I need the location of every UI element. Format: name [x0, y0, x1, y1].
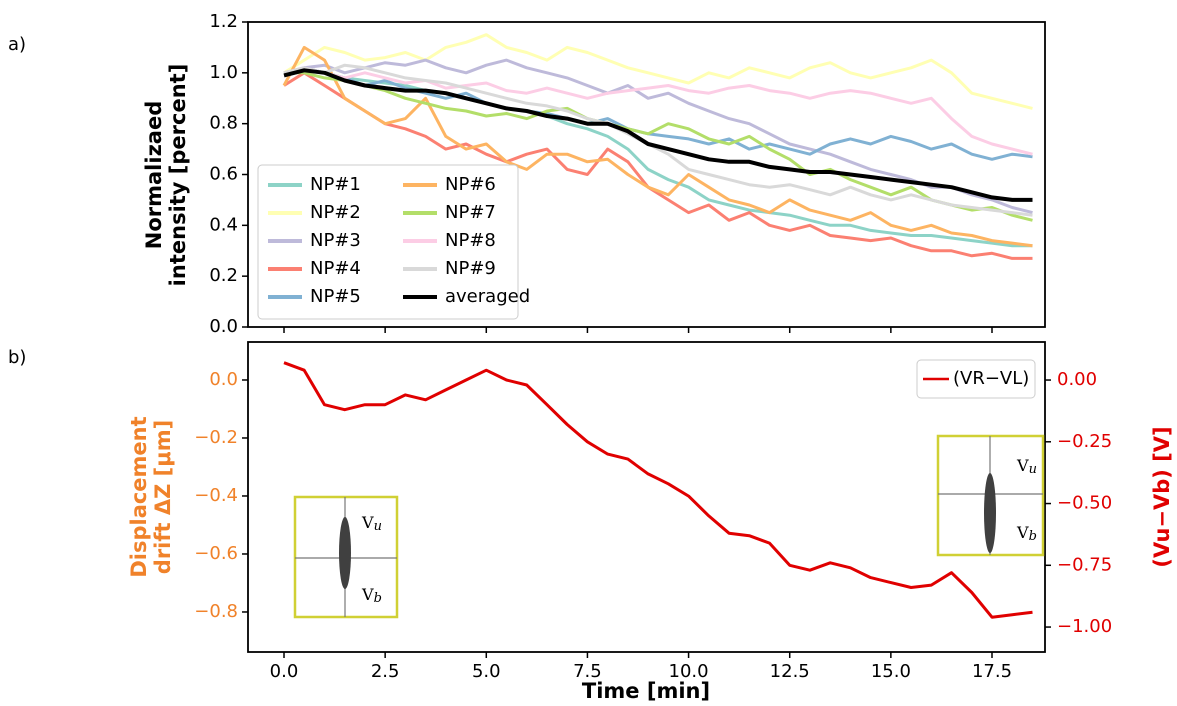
- y-axis-title-line: Displacement: [127, 416, 151, 577]
- legend-label: NP#5: [310, 286, 361, 307]
- legend-label: averaged: [445, 286, 530, 307]
- y2-tick-label: −0.50: [1057, 493, 1112, 514]
- y2-tick-label: −1.00: [1057, 616, 1112, 637]
- inset-label: Vb: [1016, 523, 1037, 544]
- legend-label: NP#4: [310, 258, 361, 279]
- legend-box: [257, 164, 519, 320]
- x-tick-label: 15.0: [871, 661, 911, 682]
- y2-tick-label: −0.25: [1057, 431, 1112, 452]
- x-tick-label: 12.5: [770, 661, 810, 682]
- y-tick-label: −0.6: [194, 543, 238, 564]
- y-axis-title-line: drift ΔZ [μm]: [151, 420, 175, 574]
- inset-spot: [984, 473, 996, 553]
- x-axis-title: Time [min]: [582, 679, 710, 703]
- legend-label: NP#7: [445, 202, 496, 223]
- inset-label: Vb: [361, 585, 382, 606]
- label-base: V: [361, 513, 374, 532]
- y-axis-title: Normalizaed intensity [percent]: [142, 64, 190, 287]
- plot-frame: [247, 21, 1046, 328]
- series-line: [283, 68, 1033, 202]
- y-tick-label: 1.0: [209, 62, 238, 83]
- y-tick-label: −0.2: [194, 427, 238, 448]
- series-line: [283, 361, 1033, 619]
- y-tick-label: 0.6: [209, 164, 238, 185]
- y-tick-label: −0.8: [194, 601, 238, 622]
- series-line: [284, 71, 1033, 222]
- y-tick-label: 0.4: [209, 214, 238, 235]
- label-sub: u: [374, 519, 382, 534]
- legend-label: NP#2: [310, 202, 361, 223]
- legend-label: NP#3: [310, 230, 361, 251]
- panel-label: b): [8, 347, 26, 368]
- legend-label: NP#9: [445, 258, 496, 279]
- x-tick-label: 0.0: [270, 661, 299, 682]
- y2-tick-label: −0.75: [1057, 554, 1112, 575]
- y-tick-label: −0.4: [194, 485, 238, 506]
- y-tick-label: 0.0: [209, 316, 238, 337]
- legend-label: (VR−VL): [953, 368, 1029, 389]
- y-axis-title-line: intensity [percent]: [166, 64, 190, 287]
- legend-label: NP#8: [445, 230, 496, 251]
- legend-label: NP#1: [310, 174, 361, 195]
- label-base: V: [361, 585, 374, 604]
- x-tick-label: 2.5: [371, 661, 400, 682]
- y-tick-label: 1.2: [209, 11, 238, 32]
- series-line: [283, 63, 1033, 217]
- label-sub: b: [374, 591, 382, 606]
- label-base: V: [1016, 456, 1029, 475]
- x-tick-label: 5.0: [472, 661, 501, 682]
- series-line: [283, 71, 1033, 260]
- y-tick-label: 0.0: [209, 369, 238, 390]
- series-line: [282, 45, 1033, 248]
- y-tick-label: 0.8: [209, 113, 238, 134]
- y-axis-title-line: Normalizaed: [142, 101, 166, 249]
- x-tick-label: 10.0: [669, 661, 709, 682]
- series-line: [283, 66, 1033, 156]
- y2-axis-title: (Vu−Vb) [V]: [1150, 426, 1174, 567]
- y2-tick-label: 0.00: [1057, 369, 1097, 390]
- inset-label: Vu: [1016, 456, 1037, 477]
- plots: 0.0 0.2 0.4 0.6 0.8 1.0 1.2 NP#1 NP#2 NP#3 NP#4 NP#…: [194, 11, 1112, 682]
- series-line: [283, 58, 1033, 215]
- inset-spot: [339, 517, 351, 589]
- legend-box: [916, 359, 1036, 399]
- label-base: V: [1016, 523, 1029, 542]
- x-tick-label: 7.5: [573, 661, 602, 682]
- label-sub: b: [1029, 529, 1037, 544]
- inset: Vu Vb: [293, 495, 399, 619]
- plot-frame: [247, 341, 1046, 653]
- legend-label: NP#6: [445, 174, 496, 195]
- panel-label: a): [8, 34, 26, 55]
- label-sub: u: [1029, 462, 1037, 477]
- series-line: [283, 33, 1033, 110]
- y-tick-label: 0.2: [209, 265, 238, 286]
- inset-label: Vu: [361, 513, 382, 534]
- series-line: [283, 66, 1033, 248]
- y-axis-title: Displacement drift ΔZ [μm]: [127, 416, 175, 577]
- x-tick-label: 17.5: [972, 661, 1012, 682]
- inset: Vu Vb: [936, 434, 1045, 557]
